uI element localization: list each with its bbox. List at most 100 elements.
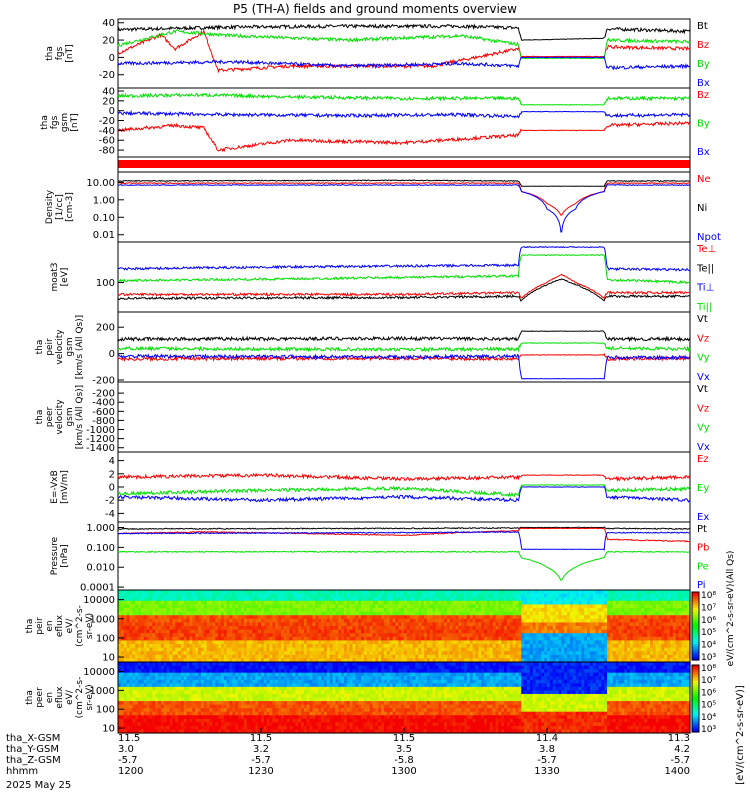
xaxis-value: 11.5: [118, 733, 140, 744]
xaxis-value: 3.8: [539, 744, 555, 755]
legend-label: Vt: [697, 314, 708, 325]
ylabel-line: sr-eV): [85, 613, 95, 639]
colorbar-lower: 10⁸ 10⁷ 10⁶ 10⁵ 10⁴ 10³: [691, 664, 716, 735]
ytick-label: 0.010: [86, 563, 115, 574]
legend-label: Ti||: [696, 302, 712, 313]
panel-efield: 4 2 0 -2 -4 E=-VxB [mV/m] Ez Ey Ex: [50, 451, 709, 523]
ylabel-line: [1/cc]: [55, 194, 65, 220]
ylabel-line: peer: [45, 406, 55, 427]
xaxis-value: 1230: [248, 766, 273, 777]
panel-temperature: 100 moat3 [eV] Te⊥ Te|| Ti⊥ Ti||: [50, 241, 716, 313]
panel-peir_eflux: 10000 1000 100 10 tha peir en eflux eV/(cm^2-s-s…: [25, 589, 691, 664]
colorbar-label: 10⁷: [701, 603, 716, 613]
ylabel-line: en: [45, 620, 55, 631]
ytick-label: -4: [105, 509, 115, 520]
ytick-label: 40: [102, 18, 115, 29]
ytick-label: -400: [92, 398, 115, 409]
ylabel-line: tha: [25, 619, 35, 634]
xaxis-value: 1400: [665, 766, 690, 777]
ylabel-line: tha: [45, 46, 55, 61]
page-title: P5 (TH-A) fields and ground moments over…: [233, 2, 517, 16]
ytick-label: 40: [102, 86, 115, 97]
ylabel-line: peir: [35, 617, 45, 635]
series-fgs_gse-black: [117, 23, 691, 41]
legend-label: Bx: [697, 78, 710, 89]
xaxis-row-label: tha_Z-GSM: [6, 755, 61, 766]
legend-label: Pe: [697, 561, 709, 572]
colorbar-label: 10⁴: [701, 713, 716, 723]
ylabel-line: gsm: [65, 337, 75, 356]
panel-peer_eflux: 10000 1000 100 10 tha peer en eflux eV/(cm^2-s-s…: [25, 661, 691, 735]
panel-pressure: 1.000 0.100 0.010 0.0001 Pressure [nPa] Pt Pb Pe…: [50, 521, 709, 594]
series-peir_velocity-green: [117, 342, 691, 353]
legend-label: By: [697, 119, 710, 130]
xaxis-value: 1300: [391, 766, 416, 777]
legend-label: By: [697, 59, 710, 70]
legend-label: Te||: [696, 263, 714, 274]
xaxis-value: -5.7: [118, 755, 138, 766]
ylabel-line: fgs: [50, 115, 60, 129]
series-efield-red: [117, 472, 691, 483]
colorbar-upper: 10⁸ 10⁷ 10⁶ 10⁵ 10⁴ 10³: [691, 591, 716, 663]
ytick-label: 1.000: [86, 523, 115, 534]
series-temperature-red: [117, 273, 691, 300]
legend-label: Pt: [697, 524, 707, 535]
ylabel-line: [nPa]: [60, 544, 70, 567]
ytick-label: 0.10: [93, 213, 115, 224]
legend-label: Ni: [697, 203, 707, 214]
series-temperature-blue: [117, 246, 691, 272]
series-pressure-green: [117, 550, 691, 581]
ylabel-line: en: [45, 692, 55, 703]
legend-label: Ex: [697, 512, 709, 523]
series-efield-blue: [117, 486, 691, 503]
legend-label: Bz: [697, 40, 709, 51]
legend-label: Vz: [697, 403, 709, 414]
series-temperature-black: [117, 278, 691, 302]
ytick-label: 10000: [83, 595, 115, 606]
legend-label: Ne: [697, 174, 711, 185]
ytick-label: 4: [109, 456, 115, 467]
colorbar-label: 10⁶: [701, 616, 716, 626]
ylabel-line: [eV]: [60, 268, 70, 287]
colorbar-label: 10⁵: [701, 701, 716, 711]
ylabel-line: (cm^2-s-: [75, 605, 85, 647]
series-efield-green: [117, 483, 691, 498]
colorbar-label: 10³: [701, 725, 716, 735]
ylabel-line: eflux: [55, 686, 65, 709]
ylabel-line: eflux: [55, 614, 65, 637]
colorbar-label: 10⁴: [701, 641, 716, 651]
separator-band: [118, 160, 690, 168]
legend-label: Vt: [697, 384, 708, 395]
ylabel-line: eV/: [65, 689, 75, 705]
colorbar-title-bottom: [eV/(cm^2-s-sr-eV)]: [735, 685, 746, 785]
legend-label: Ti⊥: [696, 283, 714, 294]
ytick-label: 0: [109, 53, 115, 64]
legend-label: Npot: [697, 232, 721, 243]
ytick-label: 200: [96, 323, 115, 334]
ytick-label: 1.00: [93, 195, 115, 206]
ytick-label: 20: [102, 36, 115, 47]
xaxis-row-label: hhmm: [6, 766, 38, 777]
ytick-label: 2: [109, 469, 115, 480]
series-fgs_gsm-green: [117, 92, 691, 106]
ylabel-line: fgs: [55, 46, 65, 60]
legend-label: Vx: [697, 372, 710, 383]
xaxis-row-label: tha_X-GSM: [6, 733, 60, 744]
xaxis-value: 11.3: [668, 733, 690, 744]
xaxis-value: 3.2: [253, 744, 269, 755]
ytick-label: -200: [92, 389, 115, 400]
xaxis-value: 11.5: [250, 733, 272, 744]
colorbar-label: 10⁵: [701, 628, 716, 638]
ytick-label: -1000: [86, 425, 115, 436]
series-pressure-red: [118, 527, 691, 543]
ytick-label: -20: [99, 70, 115, 81]
ytick-label: 20: [102, 96, 115, 107]
series-fgs_gsm-red: [117, 120, 691, 153]
series-temperature-green: [117, 254, 691, 285]
ylabel-line: (cm^2-s-: [75, 677, 85, 719]
xaxis-row-label: tha_Y-GSM: [6, 744, 59, 755]
ytick-label: 10.00: [86, 178, 115, 189]
ytick-label: 0.0001: [80, 583, 115, 594]
series-peir_velocity-blue: [117, 353, 691, 380]
